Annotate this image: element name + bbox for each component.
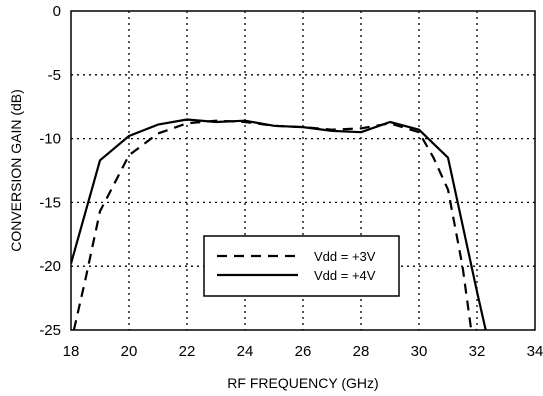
legend-label-vdd-3v: Vdd = +3V: [314, 249, 376, 264]
legend-label-vdd-4v: Vdd = +4V: [314, 268, 376, 283]
x-tick-label: 22: [179, 343, 196, 360]
x-tick-labels: 18 20 22 24 26 28 30 32 34: [63, 343, 543, 360]
x-tick-label: 30: [411, 343, 428, 360]
x-tick-label: 28: [353, 343, 370, 360]
series-line-1: [71, 118, 487, 330]
x-tick-label: 24: [237, 343, 254, 360]
y-tick-label: -20: [39, 258, 61, 275]
x-tick-label: 32: [469, 343, 486, 360]
y-tick-label: -5: [48, 67, 61, 84]
legend: Vdd = +3V Vdd = +4V: [203, 235, 400, 297]
x-axis-title: RF FREQUENCY (GHz): [227, 375, 378, 391]
y-tick-label: -25: [39, 322, 61, 339]
y-axis-title: CONVERSION GAIN (dB): [8, 89, 24, 252]
x-tick-label: 18: [63, 343, 80, 360]
y-tick-label: -10: [39, 131, 61, 148]
legend-box: [203, 235, 400, 297]
plot-frame: [70, 10, 536, 331]
x-tick-label: 20: [121, 343, 138, 360]
y-tick-labels: 0 -5 -10 -15 -20 -25: [39, 3, 61, 339]
x-tick-label: 26: [295, 343, 312, 360]
y-tick-label: 0: [53, 3, 61, 20]
x-tick-label: 34: [527, 343, 543, 360]
series-line-0: [72, 119, 477, 330]
y-tick-label: -15: [39, 194, 61, 211]
series-lines: [71, 118, 487, 330]
